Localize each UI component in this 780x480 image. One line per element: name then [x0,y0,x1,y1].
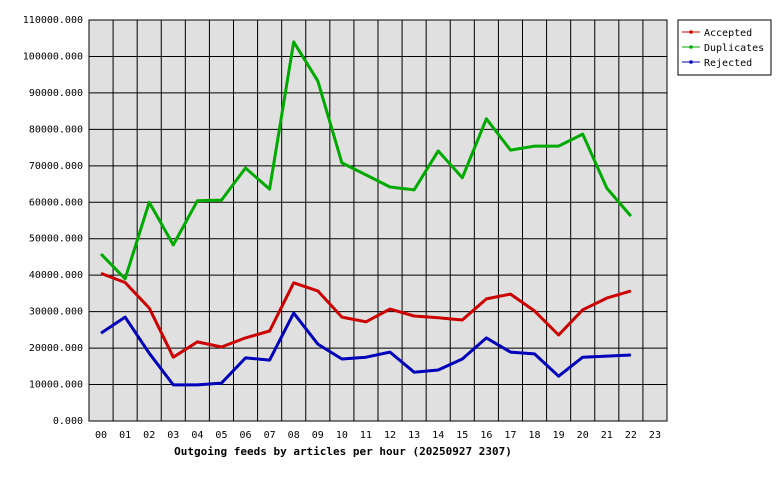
x-tick-label: 18 [529,430,541,441]
legend-label: Duplicates [704,43,764,54]
legend-marker [689,30,693,34]
y-tick-label: 10000.000 [29,380,83,391]
x-tick-label: 07 [264,430,276,441]
x-tick-label: 23 [649,430,661,441]
series-line [99,40,633,281]
legend-label: Rejected [704,58,752,69]
x-tick-label: 08 [288,430,300,441]
x-tick-label: 14 [432,430,444,441]
x-tick-label: 00 [95,430,107,441]
chart-title: Outgoing feeds by articles per hour (202… [174,445,512,458]
y-tick-label: 90000.000 [29,88,83,99]
x-tick-label: 10 [336,430,348,441]
x-tick-label: 16 [480,430,492,441]
x-tick-label: 21 [601,430,613,441]
x-tick-label: 13 [408,430,420,441]
y-tick-label: 20000.000 [29,343,83,354]
y-tick-label: 30000.000 [29,307,83,318]
x-tick-label: 22 [625,430,637,441]
series-line [100,271,632,359]
y-tick-label: 110000.000 [23,15,83,26]
legend-marker [689,45,693,49]
x-tick-label: 05 [215,430,227,441]
y-tick-label: 0.000 [53,416,83,427]
y-tick-label: 60000.000 [29,197,83,208]
x-tick-label: 01 [119,430,131,441]
y-tick-label: 50000.000 [29,234,83,245]
x-tick-label: 06 [240,430,252,441]
x-tick-label: 03 [167,430,179,441]
x-tick-label: 15 [456,430,468,441]
y-tick-label: 70000.000 [29,161,83,172]
x-tick-label: 19 [553,430,565,441]
legend-marker [689,60,693,64]
x-tick-label: 20 [577,430,589,441]
x-tick-label: 17 [504,430,516,441]
x-tick-label: 11 [360,430,372,441]
y-tick-label: 80000.000 [29,124,83,135]
x-tick-label: 09 [312,430,324,441]
x-tick-label: 02 [143,430,155,441]
x-tick-label: 12 [384,430,396,441]
series-line [100,311,631,387]
y-tick-label: 40000.000 [29,270,83,281]
y-tick-label: 100000.000 [23,51,83,62]
x-tick-label: 04 [191,430,203,441]
legend-label: Accepted [704,28,752,39]
